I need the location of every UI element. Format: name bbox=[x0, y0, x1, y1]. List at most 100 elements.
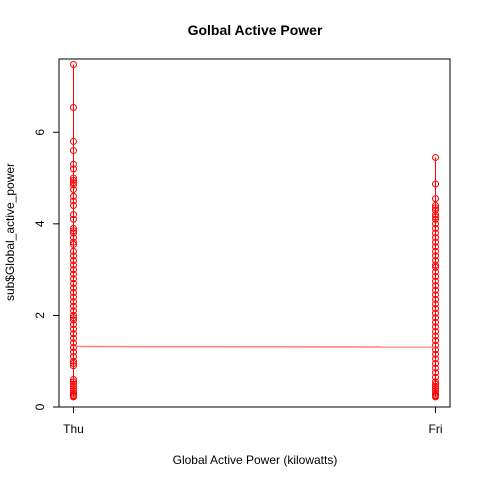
data-point bbox=[432, 318, 440, 326]
data-point bbox=[432, 213, 440, 221]
data-point bbox=[69, 215, 77, 223]
data-point bbox=[69, 197, 77, 205]
data-point bbox=[69, 316, 77, 324]
data-point bbox=[69, 240, 77, 248]
data-point bbox=[432, 243, 440, 251]
data-point bbox=[69, 314, 77, 322]
data-point bbox=[432, 229, 440, 237]
data-point bbox=[432, 268, 440, 276]
data-point bbox=[69, 279, 77, 287]
data-point bbox=[432, 261, 440, 269]
data-point bbox=[69, 289, 77, 297]
data-point bbox=[69, 376, 77, 384]
data-point bbox=[432, 204, 440, 212]
data-point bbox=[432, 286, 440, 294]
data-point bbox=[432, 380, 440, 388]
data-point bbox=[432, 373, 440, 381]
data-point bbox=[69, 211, 77, 219]
data-point bbox=[69, 339, 77, 347]
data-point bbox=[69, 270, 77, 278]
data-point bbox=[69, 186, 77, 193]
data-point bbox=[432, 202, 440, 210]
data-point bbox=[432, 389, 440, 397]
chart-title: Golbal Active Power bbox=[188, 22, 323, 38]
data-point bbox=[432, 256, 440, 264]
data-point bbox=[69, 357, 77, 365]
data-point bbox=[432, 224, 440, 232]
data-point bbox=[432, 247, 440, 255]
data-point bbox=[69, 307, 77, 315]
data-point bbox=[432, 332, 440, 340]
data-point bbox=[432, 263, 440, 271]
data-point bbox=[69, 176, 77, 184]
x-axis-label: Global Active Power (kilowatts) bbox=[173, 453, 338, 467]
data-point bbox=[432, 291, 440, 299]
y-tick-label: 6 bbox=[33, 129, 47, 136]
data-point bbox=[69, 353, 77, 361]
data-point bbox=[432, 337, 440, 345]
data-point bbox=[432, 300, 440, 308]
data-point bbox=[69, 202, 77, 210]
y-tick-label: 2 bbox=[33, 312, 47, 319]
data-point bbox=[432, 195, 440, 203]
x-tick-label: Fri bbox=[429, 422, 443, 436]
data-point bbox=[432, 341, 440, 349]
x-tick-label: Thu bbox=[63, 422, 84, 436]
data-point bbox=[432, 282, 440, 290]
data-point bbox=[432, 153, 440, 161]
data-point bbox=[69, 348, 77, 356]
data-point bbox=[69, 147, 77, 155]
data-point bbox=[69, 293, 77, 301]
data-point bbox=[69, 380, 77, 388]
data-point bbox=[69, 334, 77, 342]
data-point bbox=[69, 174, 77, 182]
data-point bbox=[69, 298, 77, 306]
data-point bbox=[432, 327, 440, 335]
data-point bbox=[432, 206, 440, 214]
y-tick-label: 4 bbox=[33, 220, 47, 227]
data-point bbox=[432, 277, 440, 285]
data-point bbox=[432, 350, 440, 358]
data-point bbox=[69, 179, 77, 187]
data-point bbox=[432, 211, 440, 219]
data-point bbox=[432, 220, 440, 228]
data-point bbox=[69, 160, 77, 168]
data-point bbox=[69, 382, 77, 390]
y-axis-label: sub$Global_active_power bbox=[3, 163, 17, 301]
data-point bbox=[69, 321, 77, 329]
data-point bbox=[432, 305, 440, 313]
data-point bbox=[69, 362, 77, 370]
plot-frame bbox=[58, 58, 451, 408]
data-point bbox=[69, 229, 77, 237]
data-point bbox=[432, 252, 440, 260]
data-point bbox=[432, 360, 440, 367]
data-point bbox=[69, 234, 77, 242]
data-point bbox=[432, 215, 440, 223]
data-point bbox=[432, 309, 440, 317]
data-point bbox=[432, 180, 440, 188]
data-point bbox=[69, 227, 77, 235]
data-point bbox=[69, 60, 77, 68]
data-point bbox=[69, 261, 77, 269]
data-point bbox=[69, 325, 77, 333]
data-point bbox=[69, 302, 77, 310]
data-point bbox=[432, 369, 440, 377]
data-point bbox=[432, 273, 440, 280]
data-point bbox=[432, 378, 440, 386]
data-point bbox=[432, 295, 440, 303]
data-point bbox=[69, 266, 77, 274]
data-point bbox=[432, 323, 440, 331]
data-point bbox=[69, 224, 77, 232]
data-point bbox=[69, 330, 77, 338]
plot-area: 0 2 4 6 Thu Fri bbox=[33, 58, 451, 436]
data-point bbox=[69, 192, 77, 200]
data-point bbox=[69, 104, 77, 112]
data-point bbox=[432, 314, 440, 322]
data-point bbox=[69, 238, 77, 246]
data-point bbox=[69, 252, 77, 260]
data-point bbox=[432, 234, 440, 242]
data-point bbox=[432, 382, 440, 390]
y-tick-label: 0 bbox=[33, 403, 47, 410]
